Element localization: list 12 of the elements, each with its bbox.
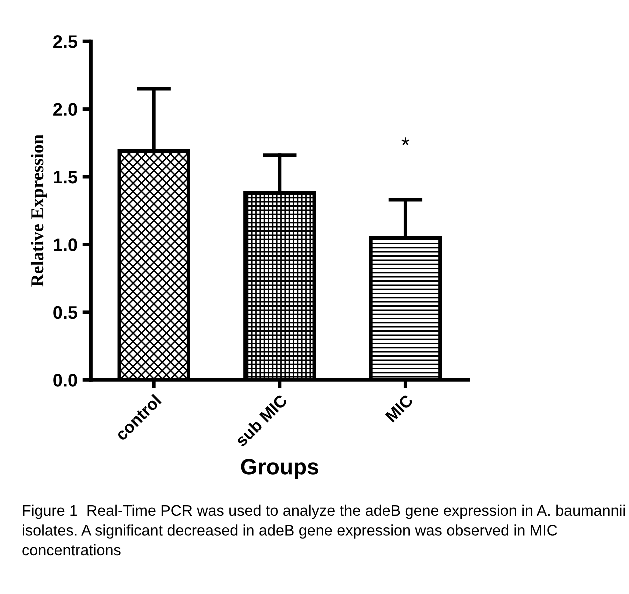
x-tick-label: sub MIC: [234, 394, 288, 448]
y-tick-label: 0.5: [54, 306, 78, 320]
y-tick-label: 2.5: [54, 36, 78, 48]
x-tick-label: MIC: [385, 394, 414, 423]
y-tick-label: 2.0: [54, 103, 78, 116]
y-tick-label: 1.0: [54, 238, 78, 252]
y-axis-title: Relative Expression: [30, 134, 48, 287]
y-tick-label: 0.0: [54, 374, 78, 387]
caption: Figure 1 Real-Time PCR was used to analyze the adeB gene expression in A. baumannii isolates. A significant decreased in adeB gene expression was observed in MIC concentrations: [22, 504, 626, 556]
y-tick-label: 1.5: [54, 171, 78, 184]
annotation: *: [402, 138, 410, 146]
x-axis-title: Groups: [241, 459, 319, 480]
